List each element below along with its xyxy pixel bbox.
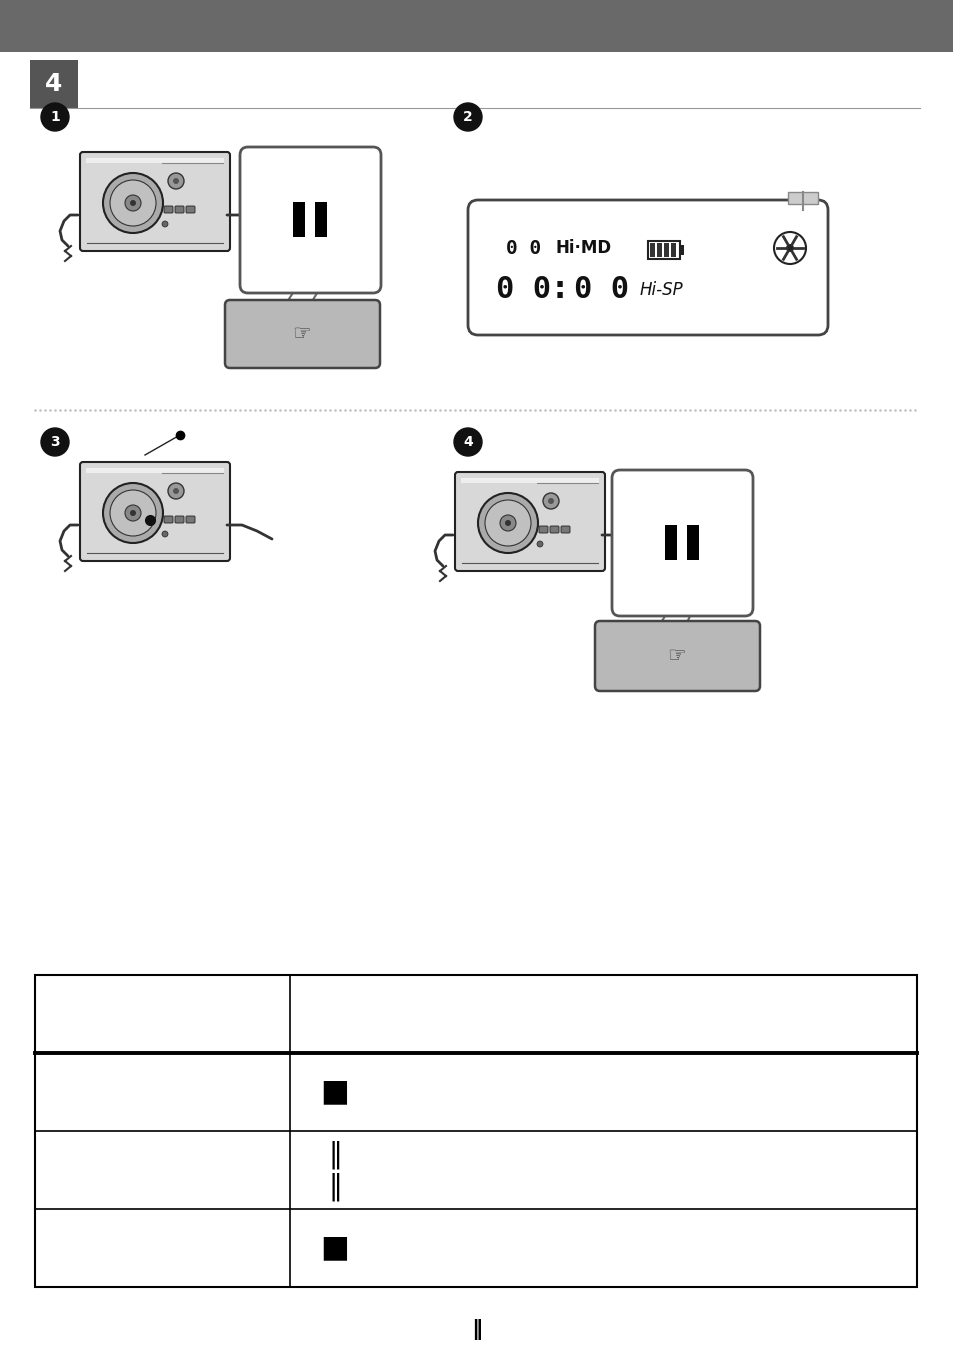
- Circle shape: [130, 510, 136, 516]
- Text: Hi·MD: Hi·MD: [556, 239, 612, 256]
- Circle shape: [168, 172, 184, 189]
- FancyBboxPatch shape: [80, 152, 230, 251]
- Circle shape: [542, 493, 558, 509]
- FancyBboxPatch shape: [612, 470, 752, 616]
- Circle shape: [125, 505, 141, 521]
- Circle shape: [499, 516, 516, 531]
- Circle shape: [41, 103, 69, 132]
- FancyBboxPatch shape: [186, 206, 194, 213]
- Text: ■: ■: [320, 1077, 349, 1106]
- Circle shape: [103, 172, 163, 233]
- Circle shape: [103, 483, 163, 543]
- Bar: [293, 202, 305, 237]
- Bar: [35, 974, 916, 1286]
- Circle shape: [110, 180, 156, 227]
- Text: ‖: ‖: [471, 1319, 482, 1341]
- FancyBboxPatch shape: [455, 472, 604, 571]
- FancyBboxPatch shape: [186, 516, 194, 522]
- Bar: [647, 242, 679, 259]
- Circle shape: [41, 427, 69, 456]
- FancyBboxPatch shape: [240, 147, 380, 293]
- Text: ■: ■: [320, 1234, 349, 1262]
- Text: 1: 1: [51, 110, 60, 123]
- Text: 4: 4: [45, 72, 63, 96]
- Text: 0 0: 0 0: [505, 239, 540, 258]
- Circle shape: [477, 493, 537, 554]
- Bar: [30, 60, 78, 109]
- Bar: [0, 0, 953, 52]
- FancyBboxPatch shape: [164, 516, 172, 522]
- Circle shape: [110, 490, 156, 536]
- Circle shape: [454, 427, 481, 456]
- Bar: [314, 202, 327, 237]
- FancyBboxPatch shape: [80, 461, 230, 560]
- FancyBboxPatch shape: [787, 191, 817, 204]
- Text: ‖: ‖: [328, 1172, 341, 1201]
- FancyBboxPatch shape: [595, 622, 760, 691]
- FancyBboxPatch shape: [174, 516, 184, 522]
- Text: ☞: ☞: [667, 646, 685, 666]
- Bar: [86, 468, 224, 474]
- Bar: [686, 525, 699, 560]
- Circle shape: [504, 520, 511, 527]
- Circle shape: [172, 178, 179, 185]
- FancyBboxPatch shape: [538, 527, 547, 533]
- Circle shape: [785, 244, 793, 252]
- Circle shape: [537, 541, 542, 547]
- Circle shape: [125, 195, 141, 210]
- Bar: [460, 478, 598, 483]
- Text: 4: 4: [462, 436, 473, 449]
- Circle shape: [484, 499, 531, 546]
- Text: ☞: ☞: [293, 324, 311, 345]
- FancyBboxPatch shape: [468, 199, 827, 335]
- Bar: [649, 243, 655, 256]
- Circle shape: [168, 483, 184, 499]
- Text: 3: 3: [51, 436, 60, 449]
- Bar: [679, 246, 683, 255]
- Circle shape: [162, 531, 168, 537]
- Circle shape: [773, 232, 805, 265]
- FancyBboxPatch shape: [550, 527, 558, 533]
- Bar: [86, 157, 224, 163]
- Bar: [663, 243, 668, 256]
- FancyBboxPatch shape: [560, 527, 569, 533]
- FancyBboxPatch shape: [225, 300, 379, 368]
- Text: ‖: ‖: [328, 1140, 341, 1168]
- Circle shape: [162, 221, 168, 227]
- Text: 0 0: 0 0: [496, 275, 551, 304]
- Text: Hi-SP: Hi-SP: [639, 281, 683, 299]
- Bar: [664, 525, 677, 560]
- Bar: [670, 243, 676, 256]
- Circle shape: [172, 489, 179, 494]
- Circle shape: [454, 103, 481, 132]
- FancyBboxPatch shape: [164, 206, 172, 213]
- Bar: [657, 243, 661, 256]
- Circle shape: [130, 199, 136, 206]
- Text: :: :: [554, 275, 565, 304]
- Text: 2: 2: [462, 110, 473, 123]
- Circle shape: [547, 498, 554, 503]
- Text: 0 0: 0 0: [574, 275, 628, 304]
- FancyBboxPatch shape: [174, 206, 184, 213]
